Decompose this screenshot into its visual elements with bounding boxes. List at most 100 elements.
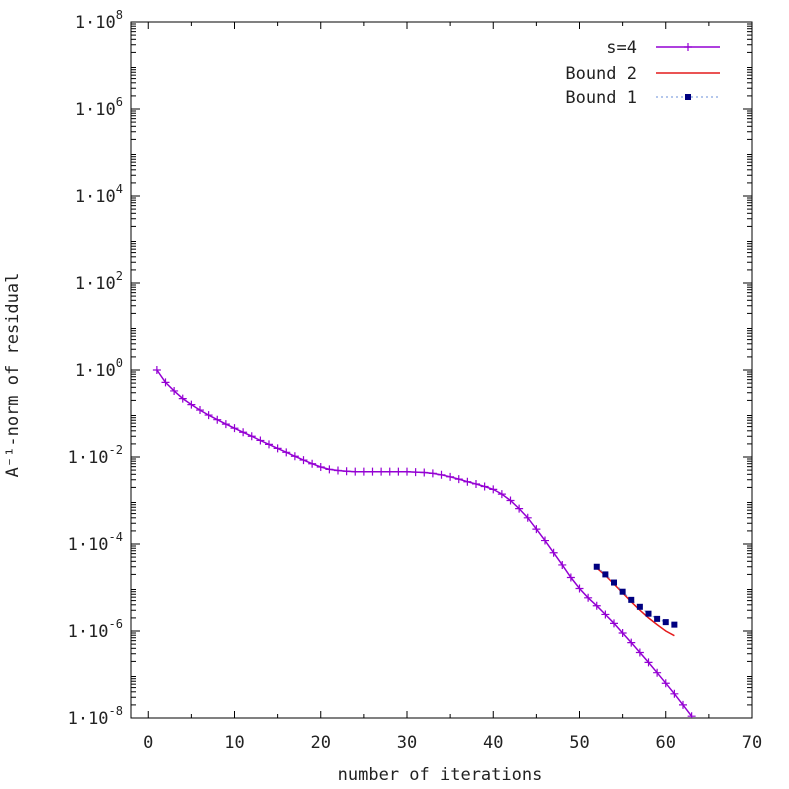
data-point-s4 bbox=[178, 394, 187, 403]
series-line-bound-2 bbox=[596, 567, 675, 637]
x-axis-ticks: 0 10 20 30 40 50 60 70 bbox=[143, 22, 762, 753]
data-point-s4 bbox=[472, 479, 480, 488]
y-tick-label: 1·108 bbox=[75, 8, 123, 33]
data-point-s4 bbox=[221, 420, 230, 429]
y-tick-mantissa: 1·10 bbox=[68, 448, 109, 468]
y-tick-label: 1·10-4 bbox=[68, 530, 123, 555]
data-point-s4 bbox=[523, 513, 532, 522]
x-tick-label: 50 bbox=[569, 733, 589, 753]
legend-marker-s4 bbox=[684, 43, 692, 51]
data-point-bound-1 bbox=[671, 621, 678, 628]
data-point-s4 bbox=[575, 584, 584, 593]
data-point-s4 bbox=[506, 496, 515, 505]
data-point-s4 bbox=[308, 459, 317, 468]
x-tick-label: 0 bbox=[143, 733, 153, 753]
data-point-s4 bbox=[497, 490, 506, 499]
plot-area bbox=[130, 21, 753, 719]
data-point-s4 bbox=[256, 436, 265, 445]
y-tick-exponent: -4 bbox=[109, 530, 123, 544]
data-point-s4 bbox=[584, 593, 593, 602]
data-point-s4 bbox=[687, 712, 696, 718]
y-tick-exponent: -2 bbox=[109, 443, 123, 457]
data-point-s4 bbox=[670, 689, 679, 698]
y-tick-mantissa: 1·10 bbox=[75, 274, 116, 294]
y-tick-exponent: -8 bbox=[109, 704, 123, 718]
y-tick-mantissa: 1·10 bbox=[68, 535, 109, 555]
data-point-s4 bbox=[230, 424, 239, 433]
legend-label: Bound 2 bbox=[565, 64, 637, 84]
y-tick-exponent: 4 bbox=[116, 182, 123, 196]
y-tick-exponent: 2 bbox=[116, 269, 123, 283]
y-tick-mantissa: 1·10 bbox=[68, 709, 109, 729]
data-point-s4 bbox=[454, 475, 463, 484]
legend-label: Bound 1 bbox=[565, 88, 637, 108]
y-tick-label: 1·10-2 bbox=[68, 443, 123, 468]
data-point-s4 bbox=[265, 440, 273, 449]
data-point-s4 bbox=[446, 472, 455, 481]
data-point-s4 bbox=[290, 452, 299, 461]
data-point-s4 bbox=[480, 482, 489, 491]
legend-label: s=4 bbox=[606, 38, 637, 58]
series-line-bound-1 bbox=[596, 566, 675, 626]
data-point-s4 bbox=[385, 467, 394, 476]
data-point-s4 bbox=[170, 386, 179, 395]
data-point-s4 bbox=[627, 638, 636, 647]
data-point-bound-1 bbox=[619, 588, 626, 595]
data-point-s4 bbox=[359, 467, 368, 476]
plot-frame bbox=[130, 21, 753, 719]
data-point-bound-1 bbox=[662, 619, 669, 626]
data-point-s4 bbox=[644, 658, 653, 667]
data-point-s4 bbox=[558, 560, 567, 569]
data-point-s4 bbox=[463, 477, 472, 486]
data-point-s4 bbox=[437, 470, 446, 479]
y-tick-mantissa: 1·10 bbox=[75, 187, 116, 207]
data-point-s4 bbox=[428, 469, 437, 478]
data-point-s4 bbox=[541, 536, 549, 545]
y-tick-label: 1·102 bbox=[75, 269, 123, 294]
y-tick-exponent: 0 bbox=[116, 356, 123, 370]
data-point-bound-1 bbox=[611, 579, 617, 586]
y-tick-mantissa: 1·10 bbox=[75, 100, 116, 120]
data-point-s4 bbox=[394, 467, 403, 476]
y-axis-ticks: 1·1081·1061·1041·1021·1001·10-21·10-41·1… bbox=[68, 8, 752, 729]
series-clip-group bbox=[152, 366, 696, 718]
x-tick-label: 60 bbox=[656, 733, 676, 753]
x-tick-label: 70 bbox=[742, 733, 762, 753]
x-tick-label: 40 bbox=[483, 733, 503, 753]
y-tick-label: 1·100 bbox=[75, 356, 123, 381]
data-point-s4 bbox=[377, 467, 386, 476]
data-point-bound-1 bbox=[654, 615, 661, 622]
data-point-s4 bbox=[653, 668, 662, 677]
data-point-s4 bbox=[601, 610, 610, 619]
data-point-s4 bbox=[299, 456, 308, 465]
data-point-s4 bbox=[187, 400, 196, 409]
y-tick-exponent: -6 bbox=[109, 617, 123, 631]
data-point-s4 bbox=[196, 406, 204, 415]
y-tick-mantissa: 1·10 bbox=[75, 361, 116, 381]
data-point-bound-1 bbox=[602, 571, 609, 578]
data-point-bound-1 bbox=[628, 596, 635, 603]
data-point-bound-1 bbox=[636, 603, 643, 610]
x-axis-label: number of iterations bbox=[338, 765, 543, 785]
data-point-s4 bbox=[618, 628, 627, 637]
y-tick-mantissa: 1·10 bbox=[68, 622, 109, 642]
series-line-s4 bbox=[156, 369, 693, 717]
data-point-s4 bbox=[273, 444, 282, 453]
y-tick-label: 1·10-8 bbox=[68, 704, 123, 729]
x-tick-label: 20 bbox=[311, 733, 331, 753]
data-point-s4 bbox=[592, 601, 601, 610]
x-tick-label: 10 bbox=[224, 733, 244, 753]
series-layer bbox=[152, 366, 696, 718]
legend-marker-bound-1 bbox=[685, 94, 691, 100]
y-tick-label: 1·106 bbox=[75, 95, 123, 120]
y-axis-label: A⁻¹-norm of residual bbox=[3, 273, 23, 478]
y-tick-exponent: 8 bbox=[116, 8, 123, 22]
data-point-s4 bbox=[610, 619, 618, 628]
data-point-s4 bbox=[247, 432, 256, 441]
data-point-s4 bbox=[282, 448, 291, 457]
data-point-s4 bbox=[152, 366, 161, 374]
data-point-s4 bbox=[489, 485, 498, 494]
data-point-s4 bbox=[351, 467, 360, 476]
data-point-s4 bbox=[420, 468, 429, 477]
